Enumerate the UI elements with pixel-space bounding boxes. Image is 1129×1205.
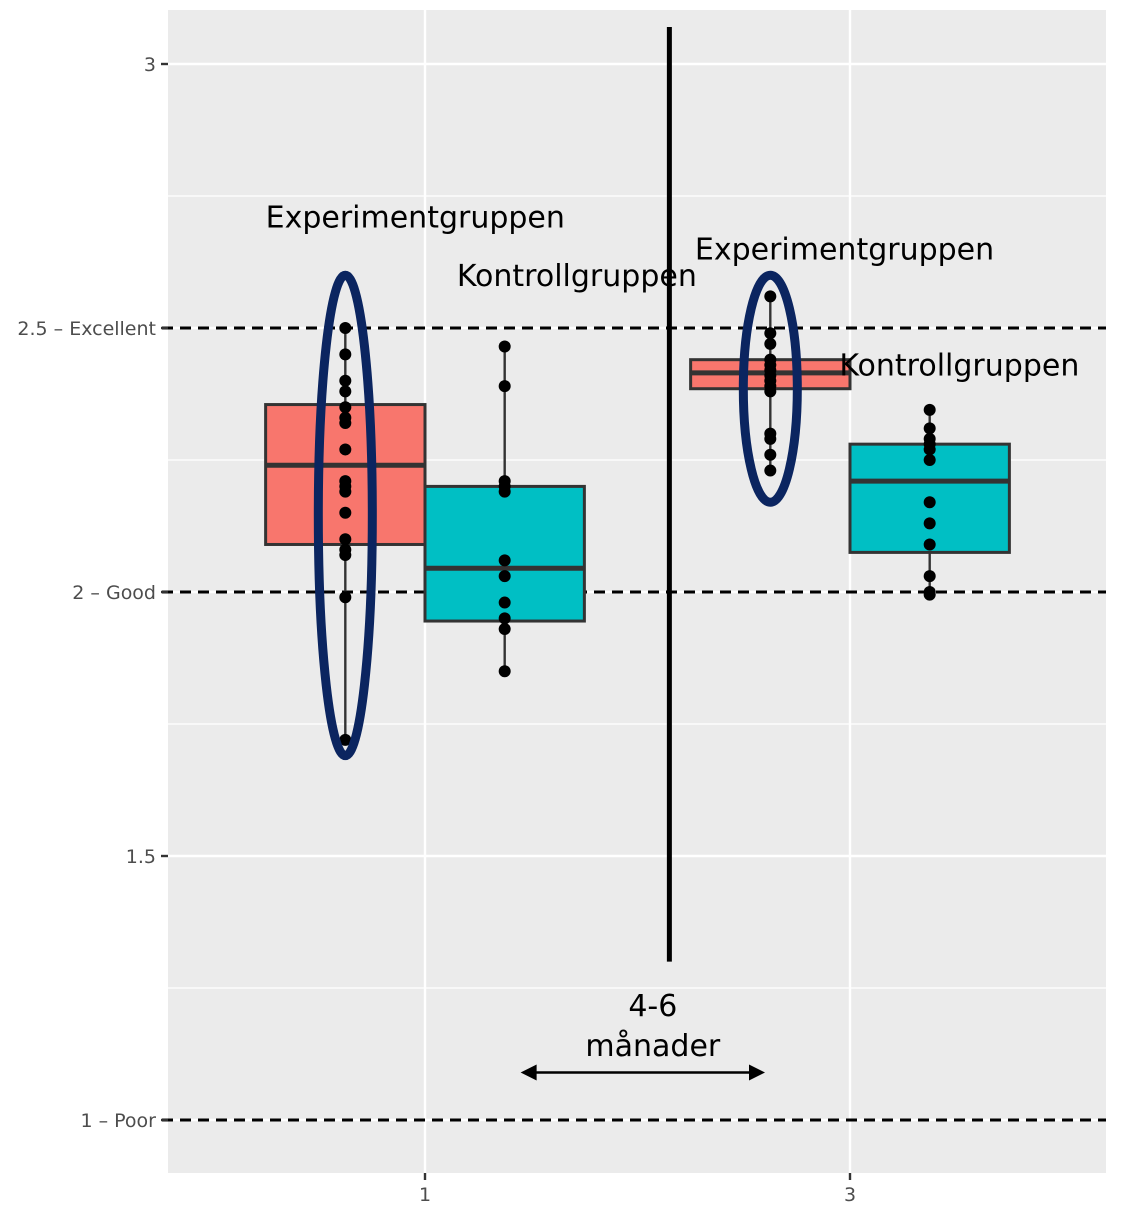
data-point — [764, 337, 777, 350]
data-point — [339, 485, 352, 498]
data-point — [339, 733, 352, 746]
data-point — [764, 464, 777, 477]
data-point — [339, 506, 352, 519]
data-point — [498, 554, 511, 567]
data-point — [339, 591, 352, 604]
annotations: ExperimentgruppenKontrollgruppenExperime… — [266, 201, 1080, 384]
group-annotation: Experimentgruppen — [695, 232, 994, 267]
arrow-head-right — [749, 1064, 765, 1081]
data-point — [498, 596, 511, 609]
x-tick-label: 1 — [419, 1184, 431, 1205]
group-annotation: Kontrollgruppen — [457, 259, 697, 294]
data-point — [498, 570, 511, 583]
y-tick-label: 1 – Poor — [80, 1110, 156, 1132]
data-point — [498, 380, 511, 393]
data-point — [339, 322, 352, 334]
data-point — [923, 422, 936, 435]
arrow-head-left — [520, 1064, 537, 1081]
data-point — [339, 385, 352, 398]
duration-label-line: månader — [585, 1029, 721, 1064]
data-point — [339, 417, 352, 430]
data-point — [339, 374, 352, 387]
data-point — [498, 485, 511, 498]
data-point — [498, 340, 511, 353]
y-tick-label: 3 — [144, 54, 156, 76]
highlight-ellipse — [738, 270, 802, 507]
data-point — [923, 570, 936, 583]
data-point — [923, 517, 936, 530]
highlight-ellipses — [313, 270, 802, 761]
y-tick-label: 2 – Good — [72, 582, 156, 604]
data-points — [339, 290, 936, 746]
data-point — [923, 443, 936, 456]
data-point — [923, 588, 936, 601]
data-point — [498, 665, 511, 678]
y-tick-label: 2.5 – Excellent — [17, 318, 156, 340]
data-point — [764, 327, 777, 340]
group-annotation: Experimentgruppen — [266, 201, 565, 236]
y-tick-label: 1.5 — [126, 846, 156, 868]
data-point — [764, 448, 777, 461]
data-point — [339, 549, 352, 562]
x-tick-label: 3 — [844, 1184, 856, 1205]
duration-label: 4-6 månader — [585, 989, 721, 1064]
data-point — [923, 496, 936, 509]
duration-label-line: 4-6 — [628, 989, 677, 1024]
data-point — [498, 622, 511, 635]
group-annotation: Kontrollgruppen — [839, 349, 1079, 384]
duration-arrow — [520, 1064, 765, 1081]
data-point — [923, 538, 936, 551]
data-point — [339, 533, 352, 546]
data-point — [339, 401, 352, 414]
data-point — [923, 454, 936, 466]
data-point — [764, 432, 777, 445]
reference-lines — [162, 326, 1106, 1122]
data-point — [764, 290, 777, 303]
data-point — [339, 348, 352, 361]
y-axis: 3 2.5 – Excellent 2 – Good 1.5 1 – Poor — [17, 54, 168, 1132]
data-point — [498, 612, 511, 625]
data-point — [923, 403, 936, 416]
data-point — [764, 385, 777, 398]
data-point — [339, 443, 352, 456]
highlight-ellipse — [313, 270, 377, 761]
